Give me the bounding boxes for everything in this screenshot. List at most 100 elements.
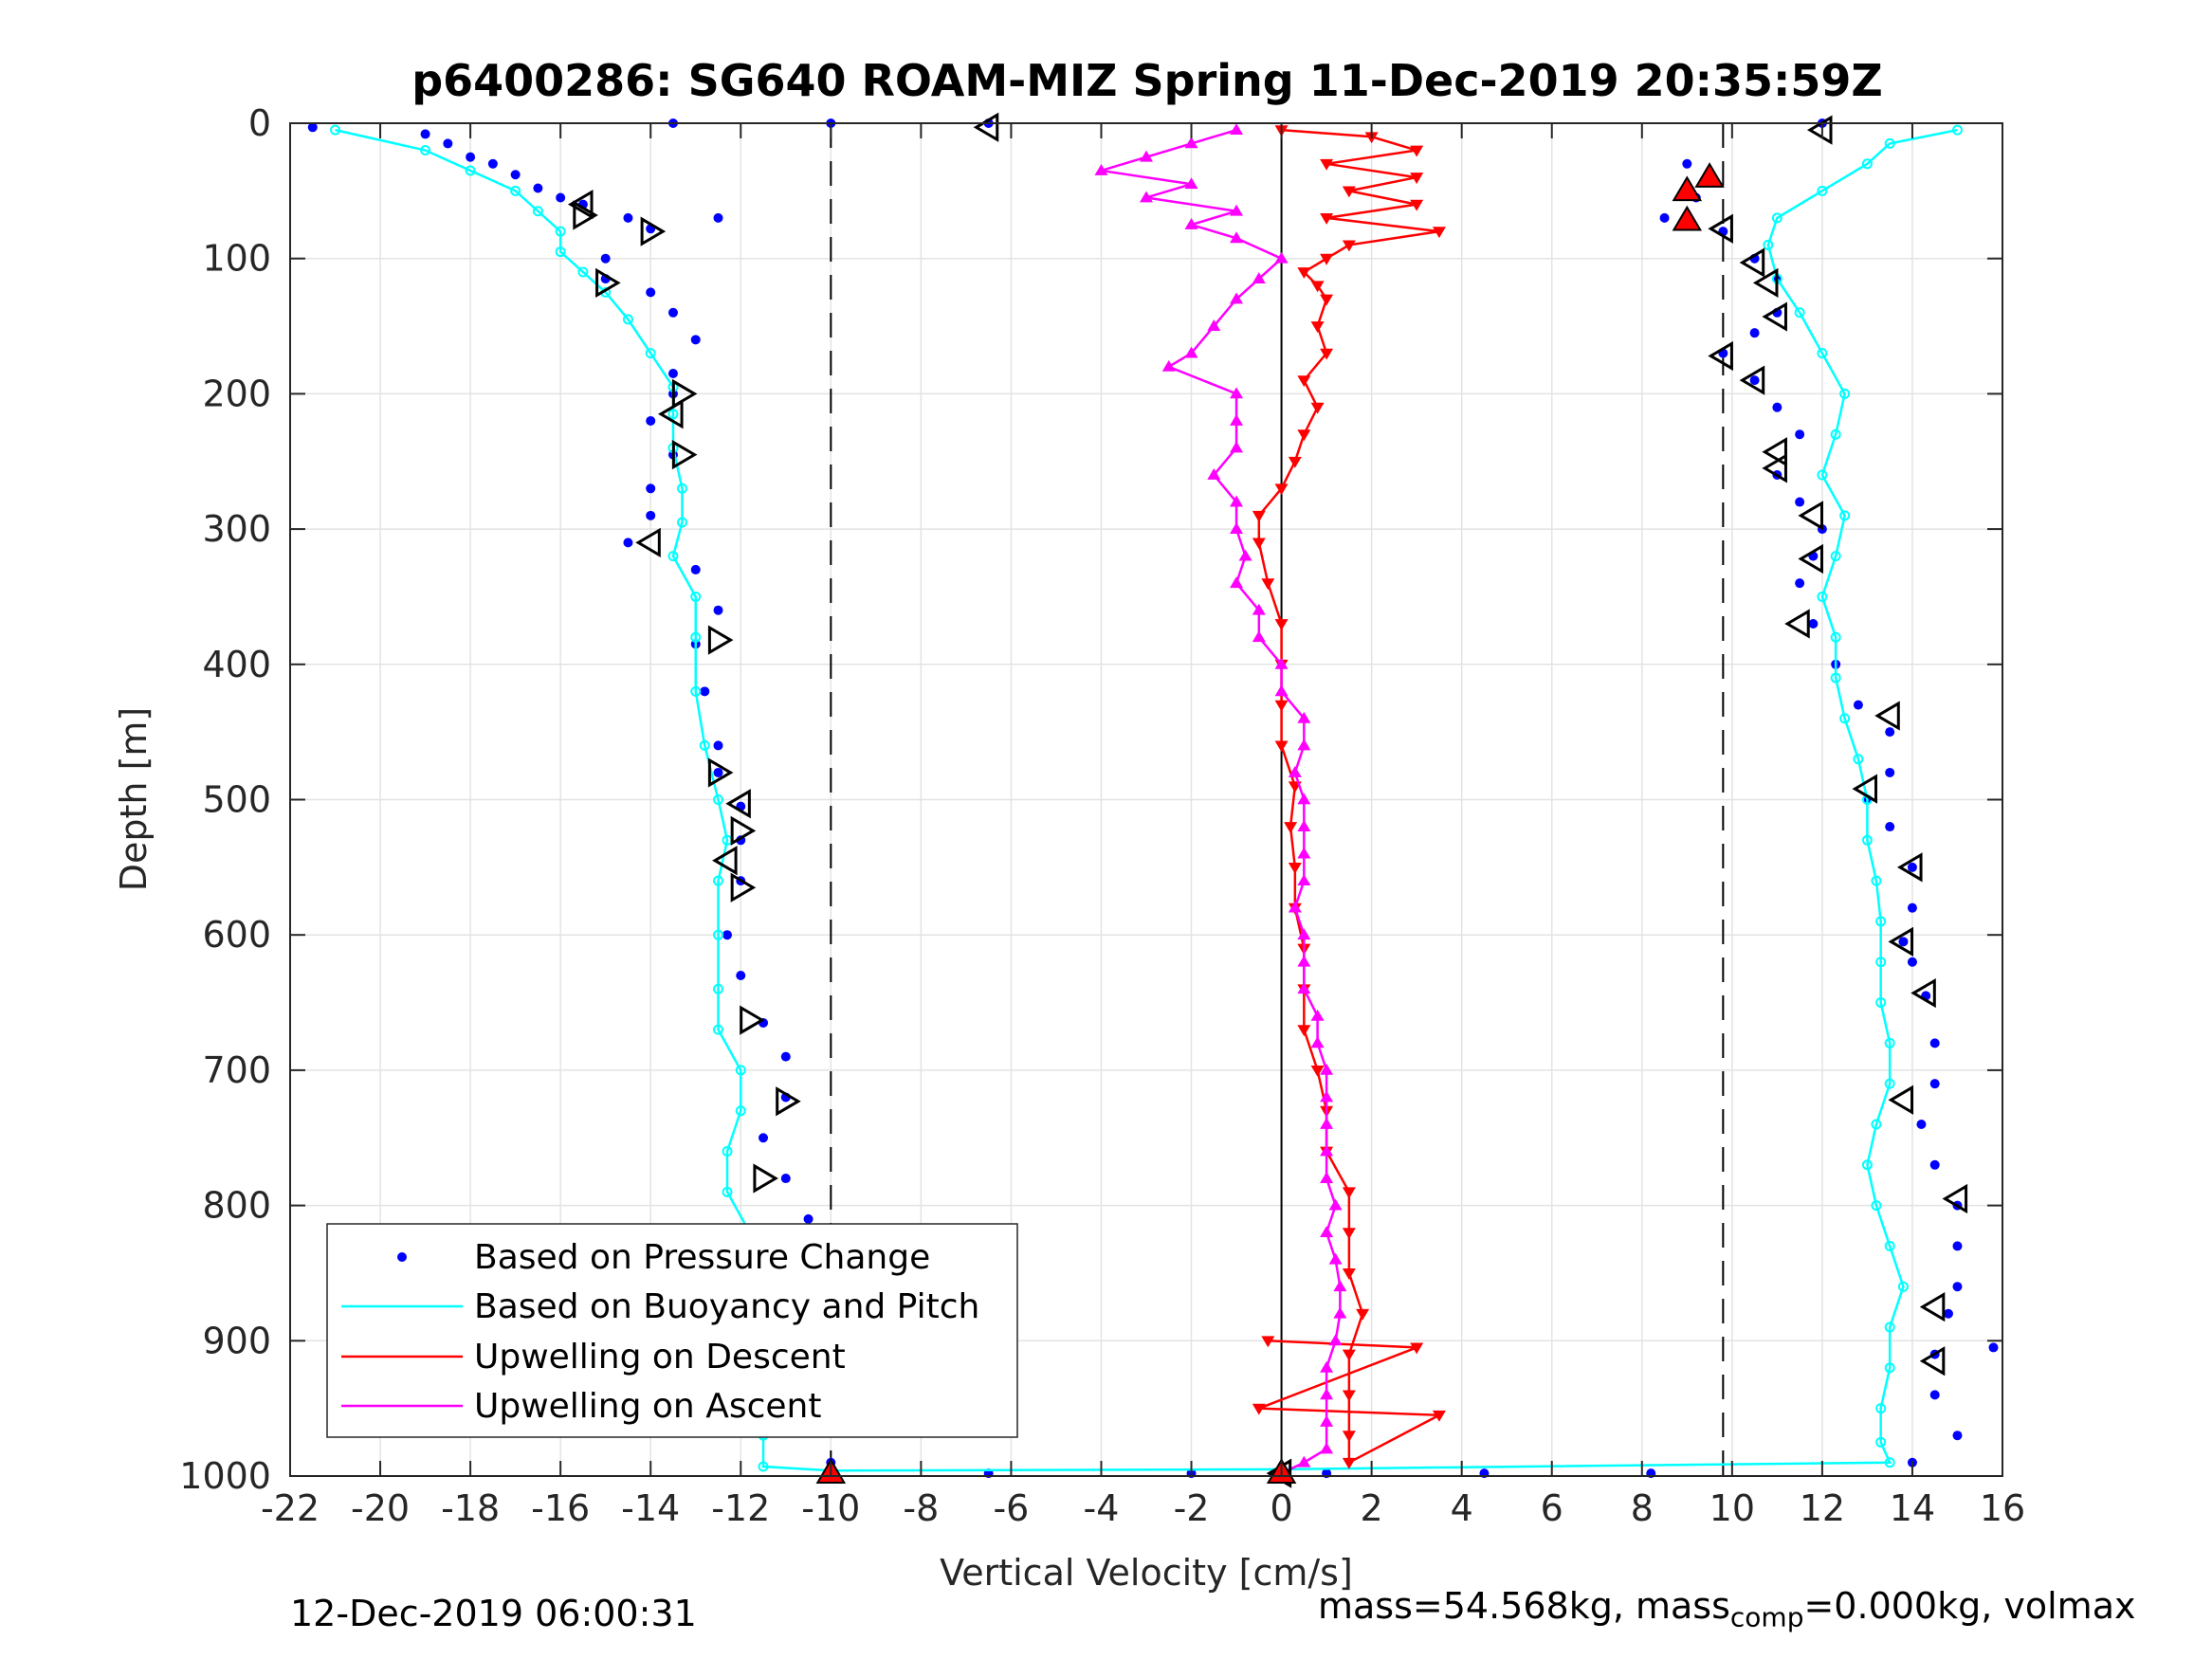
data-point: [1871, 1200, 1882, 1212]
data-point: [1771, 212, 1782, 224]
data-point: [1342, 1228, 1356, 1240]
data-point: [803, 1213, 814, 1224]
data-point: [1830, 428, 1841, 440]
data-point: [1929, 1079, 1940, 1089]
data-point: [1410, 145, 1424, 157]
data-point: [420, 129, 430, 139]
data-point: [722, 1186, 733, 1197]
data-point: [1284, 822, 1298, 834]
data-point: [1342, 240, 1356, 252]
reference-lines: [830, 123, 1725, 1476]
data-point: [466, 152, 476, 162]
series-2: [1252, 125, 1446, 1469]
data-point: [1839, 510, 1851, 521]
data-point: [1951, 124, 1963, 136]
data-point: [1839, 713, 1851, 724]
data-point: [713, 1024, 723, 1035]
data-point: [1230, 204, 1244, 216]
data-point: [1875, 1436, 1887, 1448]
data-point: [1817, 348, 1828, 359]
data-point: [1320, 158, 1334, 171]
data-point: [1342, 186, 1356, 198]
legend-label: Based on Pressure Change: [474, 1238, 930, 1277]
data-point: [1207, 319, 1221, 331]
data-point: [713, 875, 723, 886]
data-point: [1288, 862, 1302, 874]
data-point: [1230, 231, 1244, 244]
data-point: [1885, 727, 1895, 738]
open-triangle-marker: [1888, 1085, 1914, 1115]
data-point: [487, 158, 498, 169]
data-point: [713, 929, 723, 940]
data-point: [1749, 375, 1760, 386]
data-point: [1342, 1268, 1356, 1280]
data-point: [420, 145, 431, 156]
open-triangle-marker: [1739, 247, 1765, 278]
data-point: [1817, 469, 1828, 481]
data-point: [1884, 1240, 1895, 1251]
data-point: [330, 124, 341, 136]
y-tick-label: 0: [248, 102, 271, 144]
data-point: [645, 348, 656, 359]
footer-mass-info: mass=54.568kg, masscomp=0.000kg, volmax: [1318, 1585, 2135, 1633]
x-tick-label: 6: [1541, 1487, 1563, 1529]
filled-triangle-marker: [1672, 205, 1703, 231]
legend-label: Based on Buoyancy and Pitch: [474, 1287, 979, 1326]
x-tick-label: 4: [1451, 1487, 1473, 1529]
open-triangle-marker: [1896, 852, 1923, 883]
y-tick-label: 900: [202, 1320, 271, 1361]
open-triangle-marker: [1852, 774, 1878, 804]
data-point: [1943, 1308, 1953, 1319]
x-tick-label: -10: [801, 1487, 860, 1529]
data-point: [623, 538, 633, 548]
data-point: [1297, 711, 1311, 723]
data-point: [1830, 631, 1841, 643]
data-point: [1410, 173, 1424, 185]
data-point: [556, 192, 566, 203]
x-tick-label: -20: [351, 1487, 410, 1529]
open-triangle-marker: [973, 112, 999, 142]
data-point: [1907, 902, 1917, 913]
data-point: [1320, 1090, 1334, 1103]
data-point: [713, 767, 723, 777]
open-triangle-marker: [573, 200, 598, 230]
open-triangle-marker: [1888, 926, 1914, 957]
data-point: [780, 1051, 791, 1062]
data-point: [1297, 982, 1311, 994]
data-point: [1297, 874, 1311, 886]
data-point: [736, 971, 746, 981]
data-point: [1207, 468, 1221, 480]
data-point: [1410, 199, 1424, 211]
y-tick-label: 600: [202, 914, 271, 956]
open-triangle-marker: [1874, 701, 1900, 731]
open-triangle-marker: [725, 789, 751, 819]
open-triangle-marker: [740, 1005, 765, 1035]
data-point: [1261, 578, 1275, 591]
data-point: [577, 266, 589, 278]
data-point: [1320, 1144, 1334, 1157]
filled-triangle-marker: [1672, 175, 1703, 202]
data-point: [1310, 1066, 1325, 1077]
open-triangle-marker: [1752, 267, 1779, 299]
open-triangle-marker: [1708, 340, 1733, 372]
data-point: [1140, 150, 1153, 162]
y-tick-label: 300: [202, 508, 271, 550]
data-point: [465, 165, 476, 176]
data-point: [1252, 1403, 1266, 1415]
filled-triangle-marker: [1694, 162, 1725, 188]
open-triangle-marker: [707, 625, 734, 655]
data-point: [1230, 576, 1244, 589]
data-point: [713, 212, 723, 223]
data-point: [1328, 1198, 1343, 1211]
data-point: [1952, 1431, 1963, 1441]
data-point: [1094, 163, 1108, 175]
x-axis-ticks: -22 -20 -18 -16 -14 -12 -10 -8 -6 -4 -2 0 2 4 6 8 10 12 14…: [261, 123, 2025, 1529]
data-point: [1342, 1349, 1356, 1361]
x-tick-label: -8: [903, 1487, 939, 1529]
data-point: [690, 685, 702, 697]
data-point: [1898, 937, 1909, 947]
data-point: [1988, 1342, 1999, 1353]
data-point: [1320, 1388, 1334, 1400]
data-point: [1252, 538, 1266, 550]
data-point: [1328, 1334, 1343, 1346]
